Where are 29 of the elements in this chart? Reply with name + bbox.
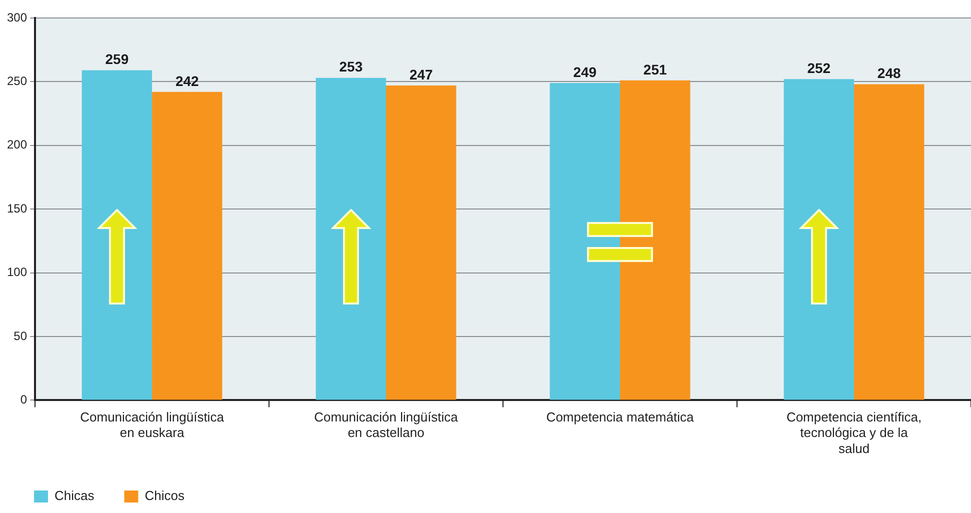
data-label: 259 bbox=[105, 51, 129, 68]
bar bbox=[620, 80, 690, 400]
data-label: 249 bbox=[573, 64, 597, 80]
bar bbox=[550, 82, 620, 400]
data-label: 251 bbox=[643, 61, 667, 78]
legend-label: Chicos bbox=[144, 488, 185, 504]
bar bbox=[386, 86, 456, 400]
data-label: 242 bbox=[175, 72, 200, 89]
bar bbox=[152, 92, 222, 400]
x-tick-label: Comunicación lingüística en castellano bbox=[314, 410, 459, 440]
y-tick-label: 300 bbox=[6, 10, 28, 24]
data-label: 248 bbox=[877, 65, 901, 82]
x-tick-label: Comunicación lingüística en euskara bbox=[80, 410, 225, 440]
bar bbox=[784, 79, 854, 400]
x-tick-label: Competencia científica, tecnológica y de la salud bbox=[786, 410, 922, 456]
data-label: 253 bbox=[339, 58, 363, 75]
y-tick-label: 150 bbox=[6, 201, 28, 216]
bar bbox=[316, 78, 386, 400]
bar bbox=[854, 84, 924, 400]
x-tick-label: Competencia matemática bbox=[546, 410, 694, 425]
data-label: 247 bbox=[409, 66, 434, 82]
y-tick-label: 50 bbox=[14, 328, 28, 343]
legend-label: Chicas bbox=[54, 488, 95, 504]
y-tick-label: 100 bbox=[6, 265, 28, 280]
bar bbox=[82, 70, 152, 400]
data-label: 252 bbox=[807, 60, 831, 76]
y-tick-label: 200 bbox=[6, 138, 28, 152]
y-tick-label: 0 bbox=[20, 392, 28, 407]
y-tick-label: 250 bbox=[6, 74, 28, 88]
